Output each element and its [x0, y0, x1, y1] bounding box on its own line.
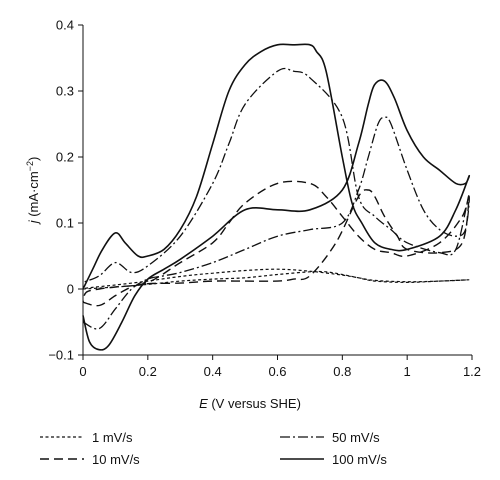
series-line-1mv-s	[82, 268, 470, 290]
y-ticks: −0.1 0 0.1 0.2 0.3 0.4	[48, 18, 83, 363]
legend-label-100mv: 100 mV/s	[332, 451, 387, 467]
legend-label-50mv: 50 mV/s	[332, 429, 380, 445]
x-tick-label: 0.8	[333, 364, 351, 379]
y-tick-label: 0.4	[56, 18, 74, 33]
legend-item-100mv: 100 mV/s	[280, 450, 387, 468]
legend-item-1mv: 1 mV/s	[40, 428, 132, 446]
x-tick-label: 0	[79, 364, 86, 379]
legend-swatch-10mv	[40, 458, 84, 460]
legend-swatch-50mv	[280, 436, 324, 438]
y-tick-label: 0.2	[56, 150, 74, 165]
axes	[82, 25, 472, 356]
y-tick-label: 0	[67, 282, 74, 297]
x-tick-label: 1	[404, 364, 411, 379]
x-tick-label: 0.6	[268, 364, 286, 379]
x-ticks: 0 0.2 0.4 0.6 0.8 1 1.2	[79, 355, 481, 379]
series-line-100mv-s	[82, 43, 471, 351]
legend-label-10mv: 10 mV/s	[92, 451, 140, 467]
x-tick-label: 0.4	[204, 364, 222, 379]
x-tick-label: 0.2	[139, 364, 157, 379]
legend-item-10mv: 10 mV/s	[40, 450, 140, 468]
cyclic-voltammogram-chart: 0 0.2 0.4 0.6 0.8 1 1.2 −0.1 0 0.1 0.2 0.3 0.4 E (V…	[25, 18, 481, 412]
legend-swatch-100mv	[280, 458, 324, 460]
y-tick-label: 0.1	[56, 216, 74, 231]
legend-label-1mv: 1 mV/s	[92, 429, 133, 445]
y-axis-label: j (mA·cm−2)	[25, 157, 41, 226]
x-axis-label: E (V versus SHE)	[199, 396, 301, 411]
x-tick-label: 1.2	[463, 364, 481, 379]
legend-item-50mv: 50 mV/s	[280, 428, 380, 446]
y-tick-label: 0.3	[56, 84, 74, 99]
legend-swatch-1mv	[40, 436, 84, 438]
series-line-50mv-s	[82, 67, 470, 330]
series-lines	[82, 43, 471, 351]
legend: 1 mV/s 10 mV/s 50 mV/s 100 mV/s	[40, 428, 480, 472]
y-tick-label: −0.1	[48, 348, 74, 363]
